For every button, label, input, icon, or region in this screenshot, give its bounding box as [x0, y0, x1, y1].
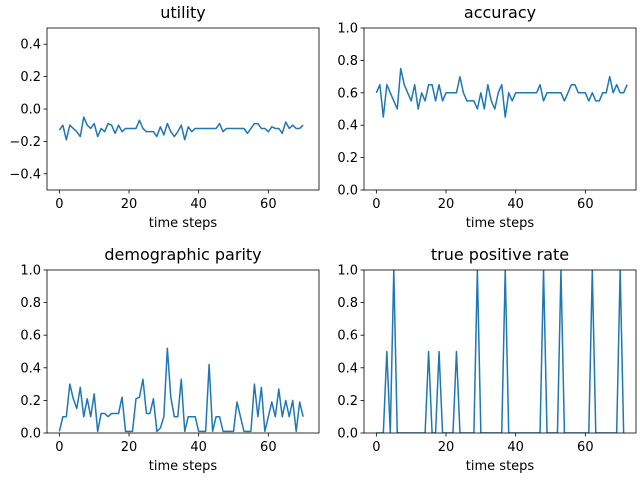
- series-line: [58, 116, 304, 141]
- x-tick-label: 20: [438, 440, 455, 455]
- x-tick-label: 0: [372, 197, 380, 212]
- y-tick-label: 0.2: [337, 394, 358, 409]
- x-tick-label: 40: [190, 197, 207, 212]
- chart-panel-1: 0 20 40 60 0.0 0.2 0.4 0.6 0.8 1.0 time steps accur…: [337, 3, 637, 231]
- x-axis-label: time steps: [149, 216, 218, 231]
- series-line: [376, 270, 625, 433]
- y-tick-label: 0.6: [20, 329, 41, 344]
- x-tick-label: 60: [577, 440, 594, 455]
- y-tick-label: 0.0: [337, 427, 358, 442]
- y-tick-label: 0.0: [20, 103, 41, 118]
- y-tick-label: 0.2: [337, 151, 358, 166]
- y-tick-label: 1.0: [20, 264, 41, 279]
- y-tick-label: 0.8: [337, 54, 358, 69]
- y-tick-label: −0.4: [9, 167, 41, 182]
- x-tick-label: 40: [507, 197, 524, 212]
- y-tick-label: 0.6: [337, 329, 358, 344]
- x-tick-label: 60: [260, 440, 277, 455]
- x-tick-label: 0: [372, 440, 380, 455]
- y-tick-label: 0.4: [337, 119, 358, 134]
- y-tick-label: 0.8: [20, 296, 41, 311]
- plot-frame: [46, 269, 320, 434]
- y-tick-label: 0.4: [20, 38, 41, 53]
- chart-title: true positive rate: [431, 245, 569, 264]
- x-tick-label: 20: [121, 440, 138, 455]
- y-tick-label: 0.2: [20, 394, 41, 409]
- plot-frame: [363, 269, 637, 434]
- y-tick-label: 1.0: [337, 22, 358, 37]
- chart-panel-3: 0 20 40 60 0.0 0.2 0.4 0.6 0.8 1.0 time steps true …: [337, 245, 637, 474]
- x-axis-label: time steps: [466, 459, 535, 474]
- x-tick-label: 0: [55, 440, 63, 455]
- x-axis-label: time steps: [149, 459, 218, 474]
- y-tick-label: 0.8: [337, 296, 358, 311]
- x-tick-label: 20: [121, 197, 138, 212]
- y-tick-label: 0.0: [337, 184, 358, 199]
- y-tick-label: 0.6: [337, 86, 358, 101]
- series-line: [58, 347, 304, 433]
- chart-title: demographic parity: [104, 245, 261, 264]
- series-line: [375, 67, 628, 118]
- y-tick-label: −0.2: [9, 135, 41, 150]
- x-tick-label: 0: [55, 197, 63, 212]
- y-tick-label: 0.0: [20, 427, 41, 442]
- x-tick-label: 60: [577, 197, 594, 212]
- chart-title: accuracy: [464, 3, 536, 22]
- plot-frame: [363, 27, 637, 191]
- x-tick-label: 20: [438, 197, 455, 212]
- plot-frame: [46, 27, 320, 191]
- x-tick-label: 40: [507, 440, 524, 455]
- y-tick-label: 0.4: [337, 361, 358, 376]
- x-tick-label: 60: [260, 197, 277, 212]
- y-tick-label: 1.0: [337, 264, 358, 279]
- y-tick-label: 0.2: [20, 70, 41, 85]
- chart-panel-2: 0 20 40 60 0.0 0.2 0.4 0.6 0.8 1.0 time steps demog…: [20, 245, 320, 474]
- x-tick-label: 40: [190, 440, 207, 455]
- x-axis-label: time steps: [466, 216, 535, 231]
- chart-panel-0: 0 20 40 60 −0.4 −0.2 0.0 0.2 0.4 time steps utilit…: [9, 3, 320, 231]
- y-tick-label: 0.4: [20, 361, 41, 376]
- chart-title: utility: [160, 3, 206, 22]
